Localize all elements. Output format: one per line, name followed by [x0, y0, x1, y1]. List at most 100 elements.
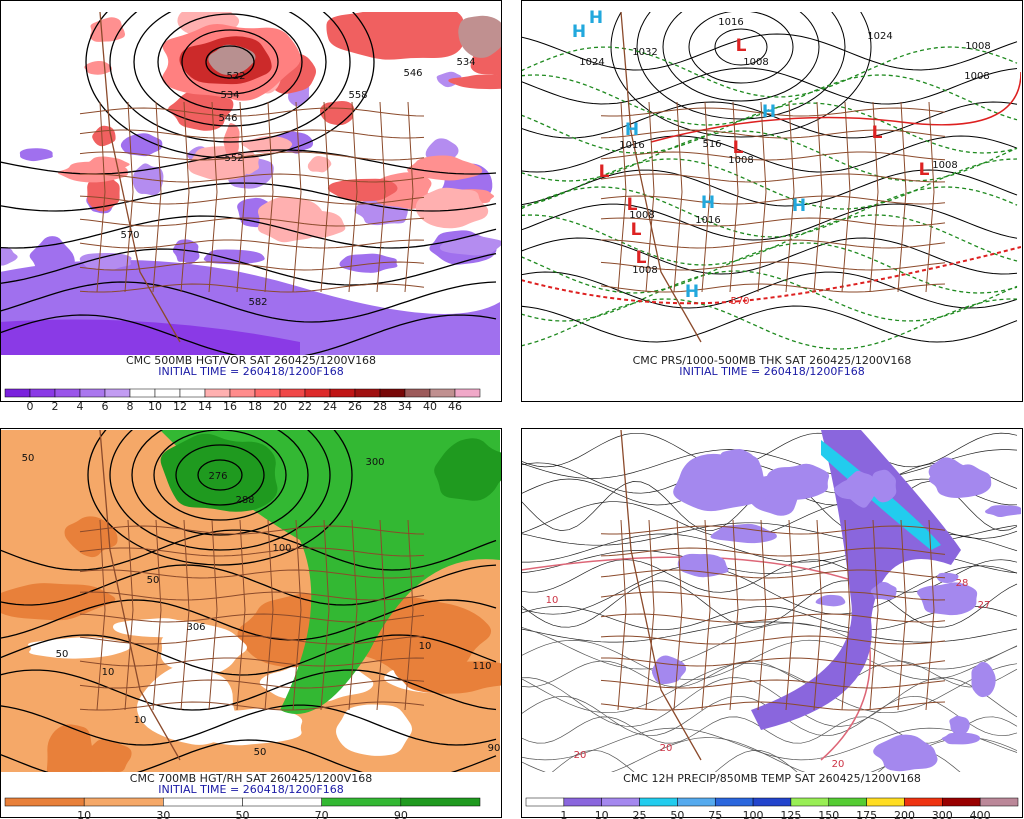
map-label: 582 [248, 297, 267, 308]
precip-shade [928, 464, 992, 498]
temperature-contour [522, 737, 1018, 772]
height-contour [1, 634, 497, 676]
map-label: 1024 [579, 57, 604, 68]
colorbar-label: 10 [595, 809, 609, 819]
precip-shade [936, 572, 959, 583]
temperature-contour [522, 660, 1018, 688]
colorbar-swatch [329, 388, 356, 398]
border [208, 101, 218, 293]
map-label: 570 [120, 230, 139, 241]
thickness-contour [522, 298, 1018, 350]
border [600, 107, 946, 117]
border [376, 101, 386, 293]
map-label: 534 [456, 57, 475, 68]
initial-time: INITIAL TIME = 260418/1200F168 [158, 783, 343, 796]
temperature-contour [522, 622, 1018, 670]
caption: CMC 700MB HGT/RH SAT 260425/1200V168 [130, 772, 372, 785]
colorbar-swatch [242, 797, 322, 807]
border [841, 519, 851, 711]
isobar [522, 271, 1018, 309]
border [79, 591, 425, 601]
map-label: 10 [419, 641, 432, 652]
map-label: 288 [235, 495, 254, 506]
height-contour [1, 281, 497, 323]
map-label: 50 [147, 575, 160, 586]
border [600, 679, 946, 689]
border [785, 519, 795, 711]
vorticity-shade [439, 236, 501, 256]
vorticity-shade [339, 253, 398, 273]
precip-shade [949, 715, 970, 736]
border [600, 635, 946, 645]
border [79, 657, 425, 667]
precip-shade [971, 661, 996, 698]
colorbar-swatch [83, 797, 164, 807]
map-label: 1008 [629, 210, 654, 221]
border [236, 101, 246, 293]
isobar [522, 305, 1018, 343]
humidity-shade [160, 622, 247, 674]
precip-shade [869, 469, 897, 503]
colorbar-label: 6 [102, 400, 109, 413]
border [600, 283, 946, 293]
colorbar-swatch [790, 797, 830, 807]
border [96, 101, 106, 293]
colorbar-label: 150 [818, 809, 839, 819]
colorbar-swatch [154, 388, 181, 398]
border [600, 547, 946, 557]
border [79, 129, 425, 139]
vorticity-shade [208, 44, 256, 75]
height-contour [181, 29, 279, 95]
coastline [99, 430, 181, 761]
colorbar-swatch [229, 388, 256, 398]
colorbar-label: 10 [148, 400, 162, 413]
border [180, 101, 190, 293]
colorbar-swatch [104, 388, 131, 398]
border [617, 519, 627, 711]
border [701, 519, 711, 711]
map-label: 546 [218, 113, 237, 124]
colorbar-swatch [942, 797, 981, 807]
vorticity-shade [327, 178, 398, 202]
border [79, 525, 425, 535]
map-label: 1032 [632, 47, 657, 58]
border [925, 101, 935, 293]
thickness-contour [522, 186, 1018, 238]
height-contour [175, 444, 265, 506]
border [600, 151, 946, 161]
border [617, 101, 627, 293]
colorbar-label: 26 [348, 400, 362, 413]
isobar [522, 203, 1018, 241]
map-label: L [733, 138, 744, 158]
border [152, 101, 162, 293]
border [79, 547, 425, 557]
map-label: 516 [702, 139, 721, 150]
border [600, 613, 946, 623]
colorbar-label: 14 [198, 400, 212, 413]
map-label: H [685, 282, 699, 302]
border [600, 173, 946, 183]
colorbar-label: 0 [27, 400, 34, 413]
height-contour [1, 739, 497, 772]
border [729, 101, 739, 293]
border [79, 283, 425, 293]
colorbar-label: 1 [560, 809, 567, 819]
border [673, 101, 683, 293]
humidity-shade [46, 724, 95, 772]
map-label: L [872, 123, 883, 143]
border [897, 519, 907, 711]
border [757, 101, 767, 293]
border [79, 261, 425, 271]
colorbar-label: 100 [743, 809, 764, 819]
height-contour [1, 314, 497, 355]
colorbar-label: 50 [670, 809, 684, 819]
border [180, 519, 190, 711]
height-contour [1, 182, 497, 212]
border [645, 101, 655, 293]
map [1, 430, 501, 772]
border [600, 217, 946, 227]
border [869, 101, 879, 293]
colorbar-label: 46 [448, 400, 462, 413]
height-contour [157, 13, 303, 111]
caption: CMC 500MB HGT/VOR SAT 260425/1200V168 [126, 354, 376, 367]
